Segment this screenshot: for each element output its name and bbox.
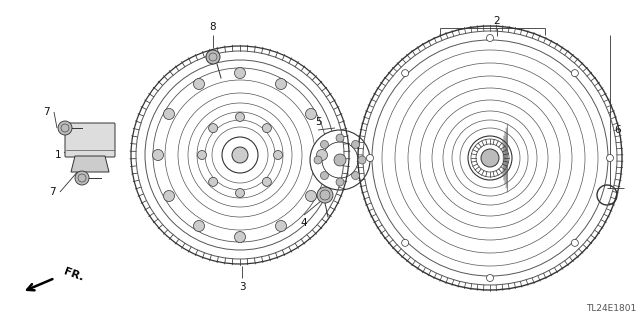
Circle shape (334, 154, 346, 166)
Circle shape (572, 239, 579, 246)
Polygon shape (71, 156, 109, 172)
Text: 8: 8 (210, 22, 216, 32)
Circle shape (163, 108, 175, 120)
Circle shape (336, 178, 344, 186)
Circle shape (275, 220, 287, 232)
Circle shape (273, 151, 282, 160)
Text: TL24E1801: TL24E1801 (586, 304, 636, 313)
Circle shape (607, 154, 614, 161)
Circle shape (58, 121, 72, 135)
Circle shape (351, 172, 360, 180)
Circle shape (362, 30, 618, 286)
Circle shape (152, 150, 163, 160)
Circle shape (402, 239, 409, 246)
Circle shape (198, 151, 207, 160)
Text: 4: 4 (301, 218, 307, 228)
Text: 3: 3 (239, 282, 245, 292)
Circle shape (317, 150, 328, 160)
Circle shape (193, 220, 205, 232)
FancyBboxPatch shape (65, 123, 115, 157)
Circle shape (209, 124, 218, 133)
Circle shape (402, 70, 409, 77)
Circle shape (321, 172, 328, 180)
Circle shape (135, 50, 345, 260)
Circle shape (351, 140, 360, 148)
Text: FR.: FR. (62, 267, 84, 283)
Circle shape (275, 78, 287, 90)
Circle shape (314, 156, 322, 164)
Circle shape (75, 171, 89, 185)
Circle shape (262, 177, 271, 186)
Text: 6: 6 (614, 125, 621, 135)
Circle shape (336, 134, 344, 142)
Circle shape (310, 130, 370, 190)
Text: 7: 7 (43, 107, 49, 117)
Circle shape (232, 147, 248, 163)
Circle shape (262, 124, 271, 133)
Circle shape (234, 232, 246, 242)
Circle shape (206, 50, 220, 64)
Circle shape (193, 78, 205, 90)
Circle shape (486, 275, 493, 281)
Circle shape (209, 177, 218, 186)
Circle shape (321, 140, 328, 148)
Circle shape (367, 154, 374, 161)
Circle shape (486, 34, 493, 41)
Circle shape (236, 113, 244, 122)
Circle shape (305, 190, 317, 202)
Text: 2: 2 (493, 16, 500, 26)
Text: 1: 1 (54, 150, 61, 160)
Text: 5: 5 (315, 117, 321, 127)
Circle shape (358, 156, 366, 164)
Circle shape (234, 68, 246, 78)
Text: 7: 7 (49, 187, 55, 197)
Circle shape (305, 108, 317, 120)
Circle shape (163, 190, 175, 202)
Circle shape (572, 70, 579, 77)
Circle shape (481, 149, 499, 167)
Circle shape (317, 187, 333, 203)
Circle shape (236, 189, 244, 197)
